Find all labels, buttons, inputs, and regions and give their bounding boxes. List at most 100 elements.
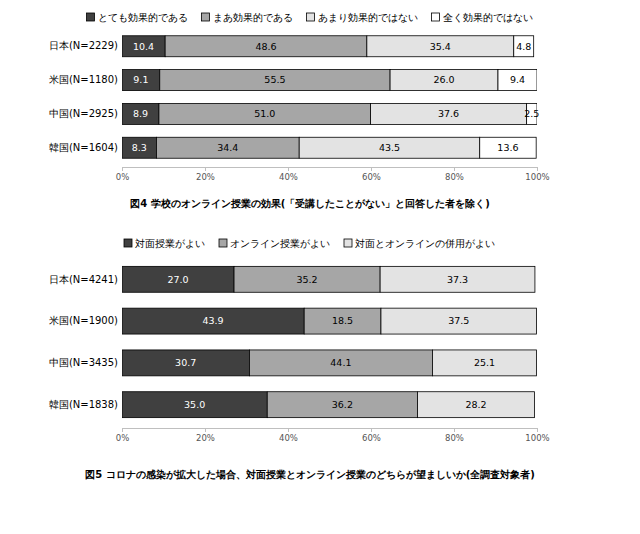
legend-item: 対面授業がよい xyxy=(124,238,205,249)
tick-mark xyxy=(371,428,372,432)
legend-label: とても効果的である xyxy=(98,12,188,23)
data-label: 18.5 xyxy=(332,315,353,326)
tick-label: 80% xyxy=(445,433,464,443)
data-label: 34.4 xyxy=(217,142,238,153)
data-label: 25.1 xyxy=(474,357,495,368)
data-label: 48.6 xyxy=(255,41,276,52)
data-label: 28.2 xyxy=(465,399,486,410)
value-tick: 20% xyxy=(196,167,215,182)
bar-segment xyxy=(498,70,537,91)
value-axis: 0% 20% 40% 60% 80% 100% xyxy=(116,167,550,182)
data-label: 27.0 xyxy=(167,274,188,285)
data-label: 8.9 xyxy=(133,108,148,119)
tick-mark xyxy=(288,428,289,432)
category-tick: 米国(N=1900) xyxy=(49,315,122,326)
bar-segment xyxy=(390,70,498,91)
legend-swatch xyxy=(87,13,95,21)
bar-segment xyxy=(299,137,480,158)
data-label: 2.5 xyxy=(524,108,539,119)
legend-swatch xyxy=(432,13,440,21)
category-tick: 日本(N=2229) xyxy=(49,40,122,51)
data-label: 13.6 xyxy=(497,142,518,153)
tick-label: 20% xyxy=(196,433,215,443)
bar-segment xyxy=(417,392,534,418)
value-tick: 0% xyxy=(116,428,130,443)
bar-segment xyxy=(267,392,417,418)
bar-segment xyxy=(159,103,371,124)
axis-line xyxy=(123,168,538,172)
data-label: 44.1 xyxy=(330,357,351,368)
data-label: 30.7 xyxy=(175,357,196,368)
bars xyxy=(122,266,537,417)
tick-label: 100% xyxy=(525,172,549,182)
tick-label: 40% xyxy=(279,172,298,182)
tick-label: 0% xyxy=(116,172,130,182)
tick-mark xyxy=(537,428,538,432)
legend-label: 対面とオンラインの併用がよい xyxy=(355,238,495,249)
category-label: 米国(N=1180) xyxy=(49,74,118,85)
bar-segment xyxy=(234,266,380,292)
tick-mark xyxy=(454,428,455,432)
legend-item: あまり効果的ではない xyxy=(307,12,418,23)
value-tick: 60% xyxy=(362,428,381,443)
tick-mark xyxy=(205,167,206,171)
tick-mark xyxy=(537,167,538,171)
data-label: 37.6 xyxy=(438,108,459,119)
bar-segment xyxy=(160,70,390,91)
bar-segment xyxy=(122,70,160,91)
category-label: 韓国(N=1838) xyxy=(49,399,118,410)
data-label: 35.2 xyxy=(297,274,318,285)
bar-segment xyxy=(122,137,156,158)
value-tick: 80% xyxy=(445,167,464,182)
legend-swatch xyxy=(344,239,352,247)
chart-title: 図5 コロナの感染が拡大した場合、対面授業とオンライン授業のどちらが望ましいか(… xyxy=(85,469,535,480)
tick-mark xyxy=(122,167,123,171)
legend-swatch xyxy=(219,239,227,247)
bar-segment xyxy=(156,137,299,158)
tick-label: 20% xyxy=(196,172,215,182)
bar-segment xyxy=(514,36,534,57)
tick-label: 60% xyxy=(362,433,381,443)
legend-label: オンライン授業がよい xyxy=(230,238,330,249)
axis-line xyxy=(123,429,538,433)
data-label: 35.0 xyxy=(184,399,205,410)
value-tick: 20% xyxy=(196,428,215,443)
bar-segment xyxy=(249,350,432,376)
legend-swatch xyxy=(307,13,315,21)
legend-label: 全く効果的ではない xyxy=(443,12,533,23)
legend-swatch xyxy=(202,13,210,21)
legend-label: あまり効果的ではない xyxy=(318,12,418,23)
data-label: 36.2 xyxy=(332,399,353,410)
legend: とても効果的である まあ効果的である あまり効果的ではない 全く効果的ではない xyxy=(87,12,533,23)
category-label: 日本(N=2229) xyxy=(49,40,118,51)
category-tick: 韓国(N=1838) xyxy=(49,399,122,410)
category-tick: 中国(N=2925) xyxy=(49,108,122,119)
data-label: 4.8 xyxy=(516,41,531,52)
category-label: 韓国(N=1604) xyxy=(49,142,118,153)
tick-label: 0% xyxy=(116,433,130,443)
category-label: 米国(N=1900) xyxy=(49,315,118,326)
data-label: 51.0 xyxy=(254,108,275,119)
bar-segment xyxy=(122,103,159,124)
data-labels: 10.49.18.98.348.655.551.034.435.426.037.… xyxy=(132,41,540,153)
value-tick: 80% xyxy=(445,428,464,443)
data-label: 35.4 xyxy=(430,41,451,52)
legend-item: 対面とオンラインの併用がよい xyxy=(344,238,495,249)
bar-segment xyxy=(122,266,234,292)
chart: 27.043.930.735.035.218.544.136.237.337.5… xyxy=(49,238,550,481)
legend-item: まあ効果的である xyxy=(202,12,293,23)
tick-label: 60% xyxy=(362,172,381,182)
data-label: 37.3 xyxy=(447,274,468,285)
legend-label: まあ効果的である xyxy=(213,12,293,23)
bar-segment xyxy=(432,350,536,376)
legend: 対面授業がよい オンライン授業がよい 対面とオンラインの併用がよい xyxy=(124,238,495,249)
category-label: 中国(N=2925) xyxy=(49,108,118,119)
category-tick: 中国(N=3435) xyxy=(49,357,122,368)
category-label: 中国(N=3435) xyxy=(49,357,118,368)
legend-item: オンライン授業がよい xyxy=(219,238,330,249)
tick-label: 100% xyxy=(525,433,549,443)
bar-segment xyxy=(165,36,367,57)
chart: 10.49.18.98.348.655.551.034.435.426.037.… xyxy=(49,12,550,211)
bar-segment xyxy=(367,36,514,57)
chart-canvas: 10.49.18.98.348.655.551.034.435.426.037.… xyxy=(0,0,640,534)
